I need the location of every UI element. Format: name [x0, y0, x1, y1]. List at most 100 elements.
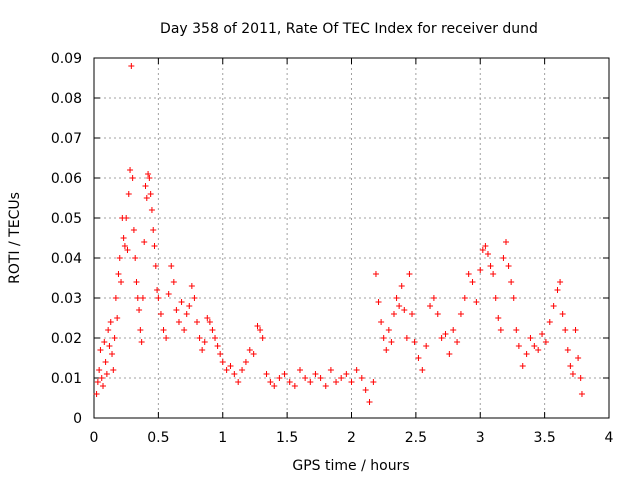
- data-point: [150, 227, 157, 233]
- data-point: [141, 239, 148, 245]
- data-point: [559, 311, 566, 317]
- data-point: [151, 243, 158, 249]
- data-point: [508, 279, 515, 285]
- data-point: [123, 215, 130, 221]
- y-axis-label: ROTI / TECUs: [7, 192, 23, 284]
- data-point: [132, 255, 139, 261]
- data-point: [569, 371, 576, 377]
- data-point: [515, 343, 522, 349]
- data-point: [223, 367, 230, 373]
- x-tick-label: 1.5: [276, 430, 298, 446]
- data-point: [214, 343, 221, 349]
- x-tick-label: 2: [347, 430, 356, 446]
- data-point: [133, 279, 140, 285]
- data-point: [109, 351, 116, 357]
- data-point: [121, 243, 128, 249]
- x-tick-label: 3.5: [533, 430, 555, 446]
- data-point: [165, 291, 172, 297]
- data-point: [423, 343, 430, 349]
- data-point: [128, 63, 135, 69]
- x-tick-label: 0: [90, 430, 99, 446]
- data-point: [542, 339, 549, 345]
- y-tick-label: 0.08: [51, 91, 82, 107]
- y-tick-label: 0.05: [51, 211, 82, 227]
- data-point: [577, 375, 584, 381]
- data-point: [186, 303, 193, 309]
- data-point: [106, 343, 113, 349]
- data-point: [286, 379, 293, 385]
- x-axis-label: GPS time / hours: [292, 458, 409, 474]
- data-point: [96, 367, 103, 373]
- data-point: [353, 367, 360, 373]
- x-tick-label: 1: [218, 430, 227, 446]
- data-point: [115, 271, 122, 277]
- data-point: [267, 379, 274, 385]
- data-point: [415, 355, 422, 361]
- data-point: [124, 247, 131, 253]
- data-point: [383, 347, 390, 353]
- data-point: [388, 339, 395, 345]
- data-point: [557, 279, 564, 285]
- data-point: [539, 331, 546, 337]
- x-tick-label: 3: [476, 430, 485, 446]
- data-point: [497, 327, 504, 333]
- y-tick-label: 0.03: [51, 291, 82, 307]
- data-point: [250, 351, 257, 357]
- data-point: [333, 379, 340, 385]
- chart-title: Day 358 of 2011, Rate Of TEC Index for r…: [160, 21, 538, 37]
- data-point: [163, 335, 170, 341]
- data-point: [427, 303, 434, 309]
- data-point: [469, 279, 476, 285]
- data-point: [103, 371, 110, 377]
- data-point: [127, 167, 134, 173]
- data-point: [317, 375, 324, 381]
- data-point: [473, 299, 480, 305]
- data-point: [145, 171, 152, 177]
- data-point: [188, 283, 195, 289]
- data-point: [409, 311, 416, 317]
- data-point: [112, 295, 119, 301]
- data-point: [148, 207, 155, 213]
- data-point: [403, 335, 410, 341]
- y-tick-label: 0: [73, 411, 82, 427]
- data-point: [575, 355, 582, 361]
- data-point: [239, 367, 246, 373]
- x-tick-label: 2.5: [405, 430, 427, 446]
- data-point: [152, 263, 159, 269]
- axis-ticks: 0 0.5 1 1.5 2 2.5 3 3.5 4 0 0.01 0.02 0.03 0.04 0.05 0.…: [51, 51, 614, 446]
- data-point: [183, 311, 190, 317]
- data-point: [419, 367, 426, 373]
- data-point: [110, 367, 117, 373]
- data-points: [93, 63, 585, 405]
- data-point: [271, 383, 278, 389]
- data-point: [477, 267, 484, 273]
- data-point: [143, 195, 150, 201]
- data-point: [246, 347, 253, 353]
- data-point: [168, 263, 175, 269]
- y-tick-label: 0.02: [51, 331, 82, 347]
- data-point: [406, 271, 413, 277]
- data-point: [482, 243, 489, 249]
- data-point: [125, 191, 132, 197]
- data-point: [370, 379, 377, 385]
- data-point: [297, 367, 303, 373]
- data-point: [118, 279, 125, 285]
- data-point: [199, 347, 206, 353]
- grid-lines: [94, 58, 609, 418]
- data-point: [257, 327, 264, 333]
- data-point: [513, 327, 520, 333]
- data-point: [564, 347, 571, 353]
- data-point: [393, 295, 400, 301]
- data-point: [101, 339, 108, 345]
- y-tick-label: 0.06: [51, 171, 82, 187]
- data-point: [519, 363, 526, 369]
- data-point: [175, 319, 182, 325]
- data-point: [442, 331, 449, 337]
- y-tick-label: 0.01: [51, 371, 82, 387]
- data-point: [322, 383, 329, 389]
- data-point: [450, 327, 457, 333]
- data-point: [487, 263, 494, 269]
- data-point: [454, 339, 461, 345]
- data-point: [160, 327, 167, 333]
